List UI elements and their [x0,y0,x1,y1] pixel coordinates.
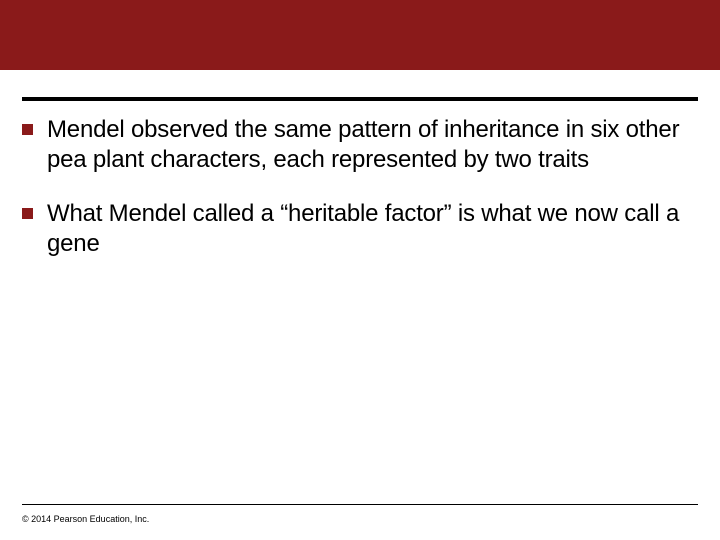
bullet-item: What Mendel called a “heritable factor” … [22,199,698,259]
bullet-text: Mendel observed the same pattern of inhe… [47,115,698,175]
slide-content: Mendel observed the same pattern of inhe… [22,115,698,283]
bullet-item: Mendel observed the same pattern of inhe… [22,115,698,175]
bullet-text: What Mendel called a “heritable factor” … [47,199,698,259]
header-bar [0,0,720,70]
square-bullet-icon [22,124,33,135]
square-bullet-icon [22,208,33,219]
divider-bottom [22,504,698,505]
copyright-text: © 2014 Pearson Education, Inc. [22,514,149,524]
divider-top [22,97,698,101]
